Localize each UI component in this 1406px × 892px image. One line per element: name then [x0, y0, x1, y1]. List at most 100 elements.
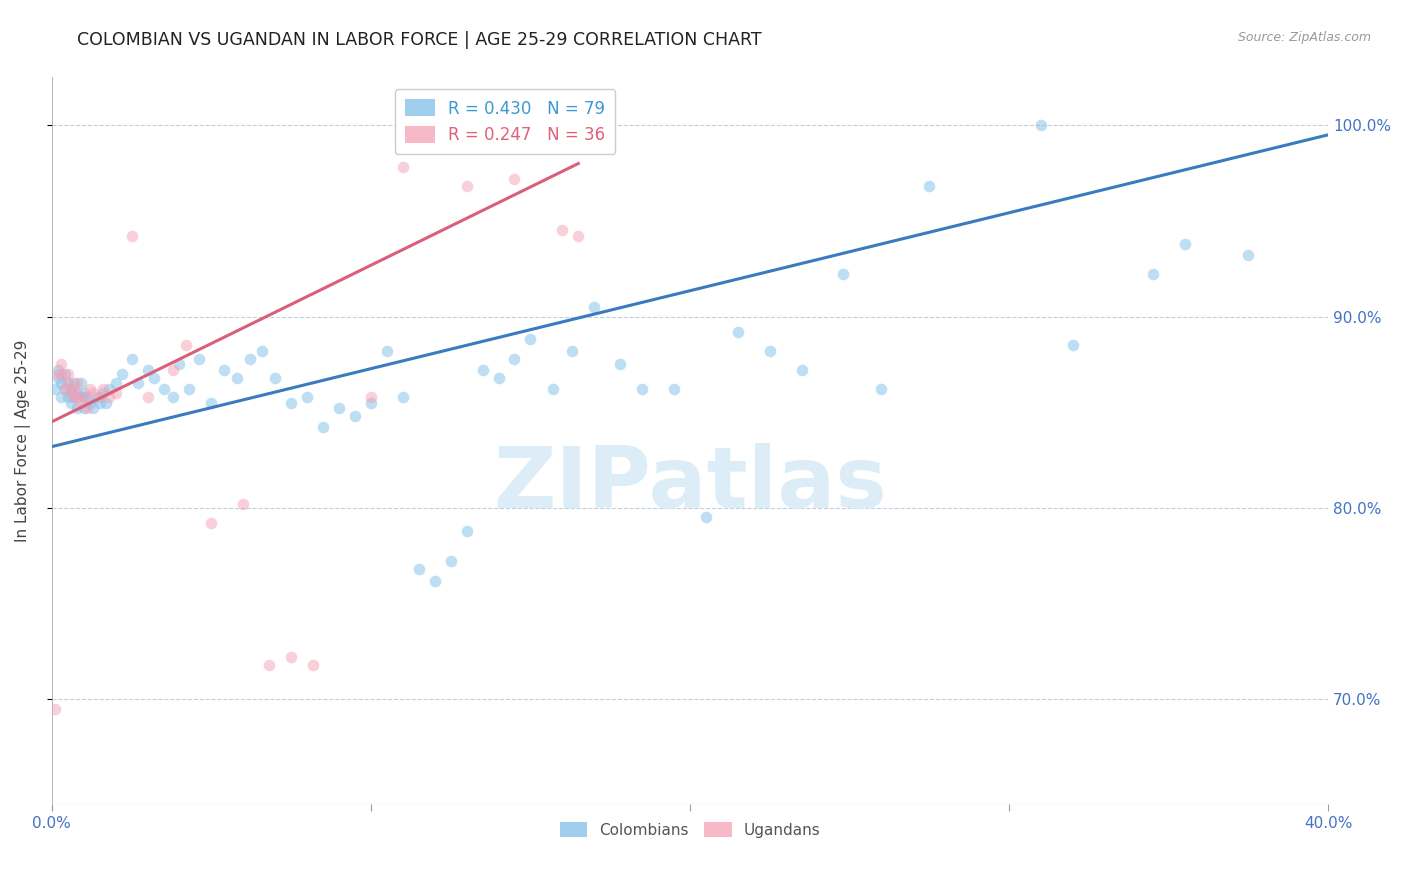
Point: [46, 363, 69, 377]
Point: [312, 420, 335, 434]
Point: [76, 401, 98, 416]
Point: [51, 376, 73, 391]
Point: [98, 382, 121, 396]
Point: [66, 401, 89, 416]
Point: [63, 382, 86, 396]
Point: [51, 390, 73, 404]
Point: [79, 382, 101, 396]
Point: [295, 390, 318, 404]
Point: [918, 179, 941, 194]
Point: [280, 395, 302, 409]
Point: [239, 351, 262, 366]
Point: [91, 386, 114, 401]
Point: [152, 382, 174, 396]
Point: [360, 390, 382, 404]
Point: [169, 357, 191, 371]
Point: [727, 325, 749, 339]
Point: [177, 382, 200, 396]
Text: Source: ZipAtlas.com: Source: ZipAtlas.com: [1237, 31, 1371, 45]
Point: [212, 363, 235, 377]
Point: [200, 516, 222, 530]
Point: [790, 363, 813, 377]
Point: [488, 370, 510, 384]
Text: COLOMBIAN VS UGANDAN IN LABOR FORCE | AGE 25-29 CORRELATION CHART: COLOMBIAN VS UGANDAN IN LABOR FORCE | AG…: [77, 31, 762, 49]
Point: [94, 395, 117, 409]
Point: [162, 390, 184, 404]
Point: [63, 390, 86, 404]
Point: [456, 179, 478, 194]
Point: [1173, 236, 1195, 251]
Point: [63, 376, 86, 391]
Point: [79, 395, 101, 409]
Point: [51, 367, 73, 381]
Point: [73, 401, 96, 416]
Point: [104, 376, 127, 391]
Point: [1142, 268, 1164, 282]
Point: [76, 390, 98, 404]
Point: [519, 333, 541, 347]
Point: [567, 229, 589, 244]
Point: [56, 367, 79, 381]
Point: [561, 343, 583, 358]
Text: ZIPatlas: ZIPatlas: [494, 443, 887, 526]
Point: [200, 395, 222, 409]
Point: [59, 386, 82, 401]
Point: [121, 229, 143, 244]
Point: [121, 351, 143, 366]
Point: [551, 223, 574, 237]
Point: [440, 554, 463, 568]
Point: [59, 386, 82, 401]
Point: [86, 390, 108, 404]
Point: [59, 395, 82, 409]
Point: [1029, 118, 1052, 132]
Point: [56, 376, 79, 391]
Point: [46, 370, 69, 384]
Point: [225, 370, 247, 384]
Point: [280, 650, 302, 665]
Point: [631, 382, 654, 396]
Point: [66, 390, 89, 404]
Point: [302, 657, 325, 672]
Point: [51, 357, 73, 371]
Point: [758, 343, 780, 358]
Point: [360, 395, 382, 409]
Point: [136, 363, 159, 377]
Point: [136, 390, 159, 404]
Point: [111, 367, 134, 381]
Point: [82, 401, 104, 416]
Point: [63, 390, 86, 404]
Point: [609, 357, 631, 371]
Point: [343, 409, 366, 423]
Point: [187, 351, 209, 366]
Point: [375, 343, 398, 358]
Point: [870, 382, 893, 396]
Point: [142, 370, 165, 384]
Point: [89, 395, 111, 409]
Point: [73, 390, 96, 404]
Point: [69, 390, 91, 404]
Point: [695, 510, 717, 524]
Point: [456, 524, 478, 538]
Legend: Colombians, Ugandans: Colombians, Ugandans: [554, 815, 827, 844]
Point: [257, 657, 280, 672]
Point: [89, 390, 111, 404]
Point: [264, 370, 287, 384]
Point: [73, 386, 96, 401]
Point: [53, 367, 76, 381]
Point: [56, 376, 79, 391]
Point: [56, 390, 79, 404]
Point: [391, 390, 413, 404]
Point: [832, 268, 855, 282]
Point: [174, 338, 197, 352]
Point: [69, 376, 91, 391]
Point: [423, 574, 446, 588]
Point: [391, 161, 413, 175]
Point: [69, 395, 91, 409]
Point: [104, 386, 127, 401]
Point: [662, 382, 685, 396]
Point: [232, 497, 254, 511]
Point: [408, 562, 430, 576]
Point: [53, 382, 76, 396]
Point: [98, 390, 121, 404]
Point: [503, 171, 526, 186]
